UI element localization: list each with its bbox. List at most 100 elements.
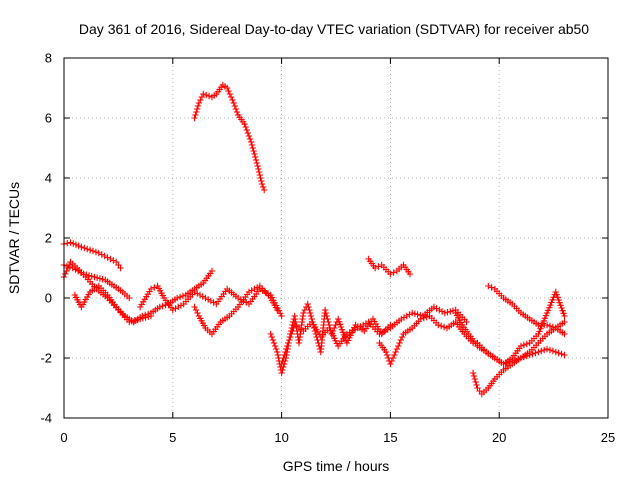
data-point xyxy=(202,294,209,302)
interpolated-point xyxy=(225,87,232,95)
interpolated-point xyxy=(202,91,210,99)
interpolated-point xyxy=(332,321,339,329)
x-tick-label: 15 xyxy=(383,430,397,445)
interpolated-point xyxy=(271,342,279,350)
interpolated-point xyxy=(251,150,258,158)
data-point xyxy=(169,306,176,314)
data-point xyxy=(117,264,124,272)
interpolated-point xyxy=(255,165,262,173)
interpolated-point xyxy=(325,318,332,326)
interpolated-point xyxy=(199,293,206,300)
data-point xyxy=(561,312,568,320)
y-tick-label: 6 xyxy=(45,111,52,126)
interpolated-point xyxy=(207,297,215,305)
interpolated-point xyxy=(74,267,82,275)
data-point xyxy=(173,294,181,302)
interpolated-point xyxy=(549,347,557,355)
interpolated-point xyxy=(324,315,331,323)
interpolated-point xyxy=(520,341,528,349)
interpolated-point xyxy=(395,342,402,350)
data-point xyxy=(247,138,255,146)
y-tick-label: 0 xyxy=(45,291,52,306)
data-point xyxy=(200,90,207,98)
interpolated-point xyxy=(193,105,201,113)
interpolated-point xyxy=(176,293,184,301)
interpolated-point xyxy=(346,329,353,336)
interpolated-point xyxy=(383,351,391,359)
interpolated-point xyxy=(411,310,419,317)
x-tick-label: 5 xyxy=(169,430,176,445)
interpolated-point xyxy=(436,306,443,314)
interpolated-point xyxy=(397,336,405,344)
data-point xyxy=(304,300,311,308)
interpolated-point xyxy=(396,339,403,347)
series-arc11 xyxy=(376,312,477,368)
data-point xyxy=(95,249,103,257)
interpolated-point xyxy=(253,159,261,167)
series-arc10 xyxy=(365,255,414,278)
data-point xyxy=(260,186,268,194)
interpolated-point xyxy=(307,312,315,320)
data-point xyxy=(371,264,379,272)
interpolated-point xyxy=(262,288,269,296)
interpolated-point xyxy=(523,340,530,348)
interpolated-point xyxy=(70,240,77,247)
data-point xyxy=(543,345,551,353)
interpolated-point xyxy=(197,96,204,104)
data-point xyxy=(91,273,98,281)
data-point xyxy=(104,254,111,261)
interpolated-point xyxy=(96,275,104,282)
interpolated-point xyxy=(392,348,399,356)
interpolated-point xyxy=(75,242,82,250)
interpolated-point xyxy=(389,354,397,362)
interpolated-point xyxy=(287,333,294,341)
interpolated-point xyxy=(142,311,149,319)
interpolated-point xyxy=(283,345,290,353)
interpolated-point xyxy=(62,270,69,278)
interpolated-point xyxy=(555,349,562,357)
data-point xyxy=(382,348,390,356)
data-point xyxy=(535,348,542,356)
y-tick-label: -4 xyxy=(40,411,52,426)
data-point xyxy=(387,360,394,368)
interpolated-point xyxy=(540,346,548,354)
data-point xyxy=(278,312,285,320)
interpolated-point xyxy=(360,321,367,329)
interpolated-point xyxy=(288,330,295,338)
data-point xyxy=(408,309,416,317)
data-point xyxy=(191,114,198,122)
data-point xyxy=(393,345,401,353)
x-tick-label: 25 xyxy=(601,430,615,445)
interpolated-point xyxy=(85,272,93,279)
interpolated-point xyxy=(196,291,204,299)
data-point xyxy=(435,321,442,329)
interpolated-point xyxy=(270,339,278,347)
interpolated-point xyxy=(177,302,185,309)
series-arc14 xyxy=(485,282,568,338)
data-point xyxy=(561,318,568,326)
data-point xyxy=(208,267,216,275)
interpolated-point xyxy=(93,274,101,281)
data-point xyxy=(241,120,248,128)
interpolated-point xyxy=(414,311,421,318)
series-arc6 xyxy=(191,81,268,194)
interpolated-point xyxy=(381,327,389,335)
x-axis-label: GPS time / hours xyxy=(283,458,390,474)
series-arc9 xyxy=(278,303,470,368)
interpolated-point xyxy=(99,276,106,283)
interpolated-point xyxy=(227,93,235,101)
data-point xyxy=(561,330,568,338)
data-point xyxy=(274,306,281,314)
chart-title: Day 361 of 2016, Sidereal Day-to-day VTE… xyxy=(79,21,589,37)
interpolated-point xyxy=(406,311,413,318)
interpolated-point xyxy=(546,322,554,330)
interpolated-point xyxy=(388,357,395,365)
interpolated-point xyxy=(229,96,236,104)
interpolated-point xyxy=(252,156,260,164)
interpolated-point xyxy=(172,305,179,312)
interpolated-point xyxy=(110,257,117,264)
interpolated-point xyxy=(232,105,240,113)
interpolated-point xyxy=(351,326,359,333)
interpolated-point xyxy=(204,296,212,303)
